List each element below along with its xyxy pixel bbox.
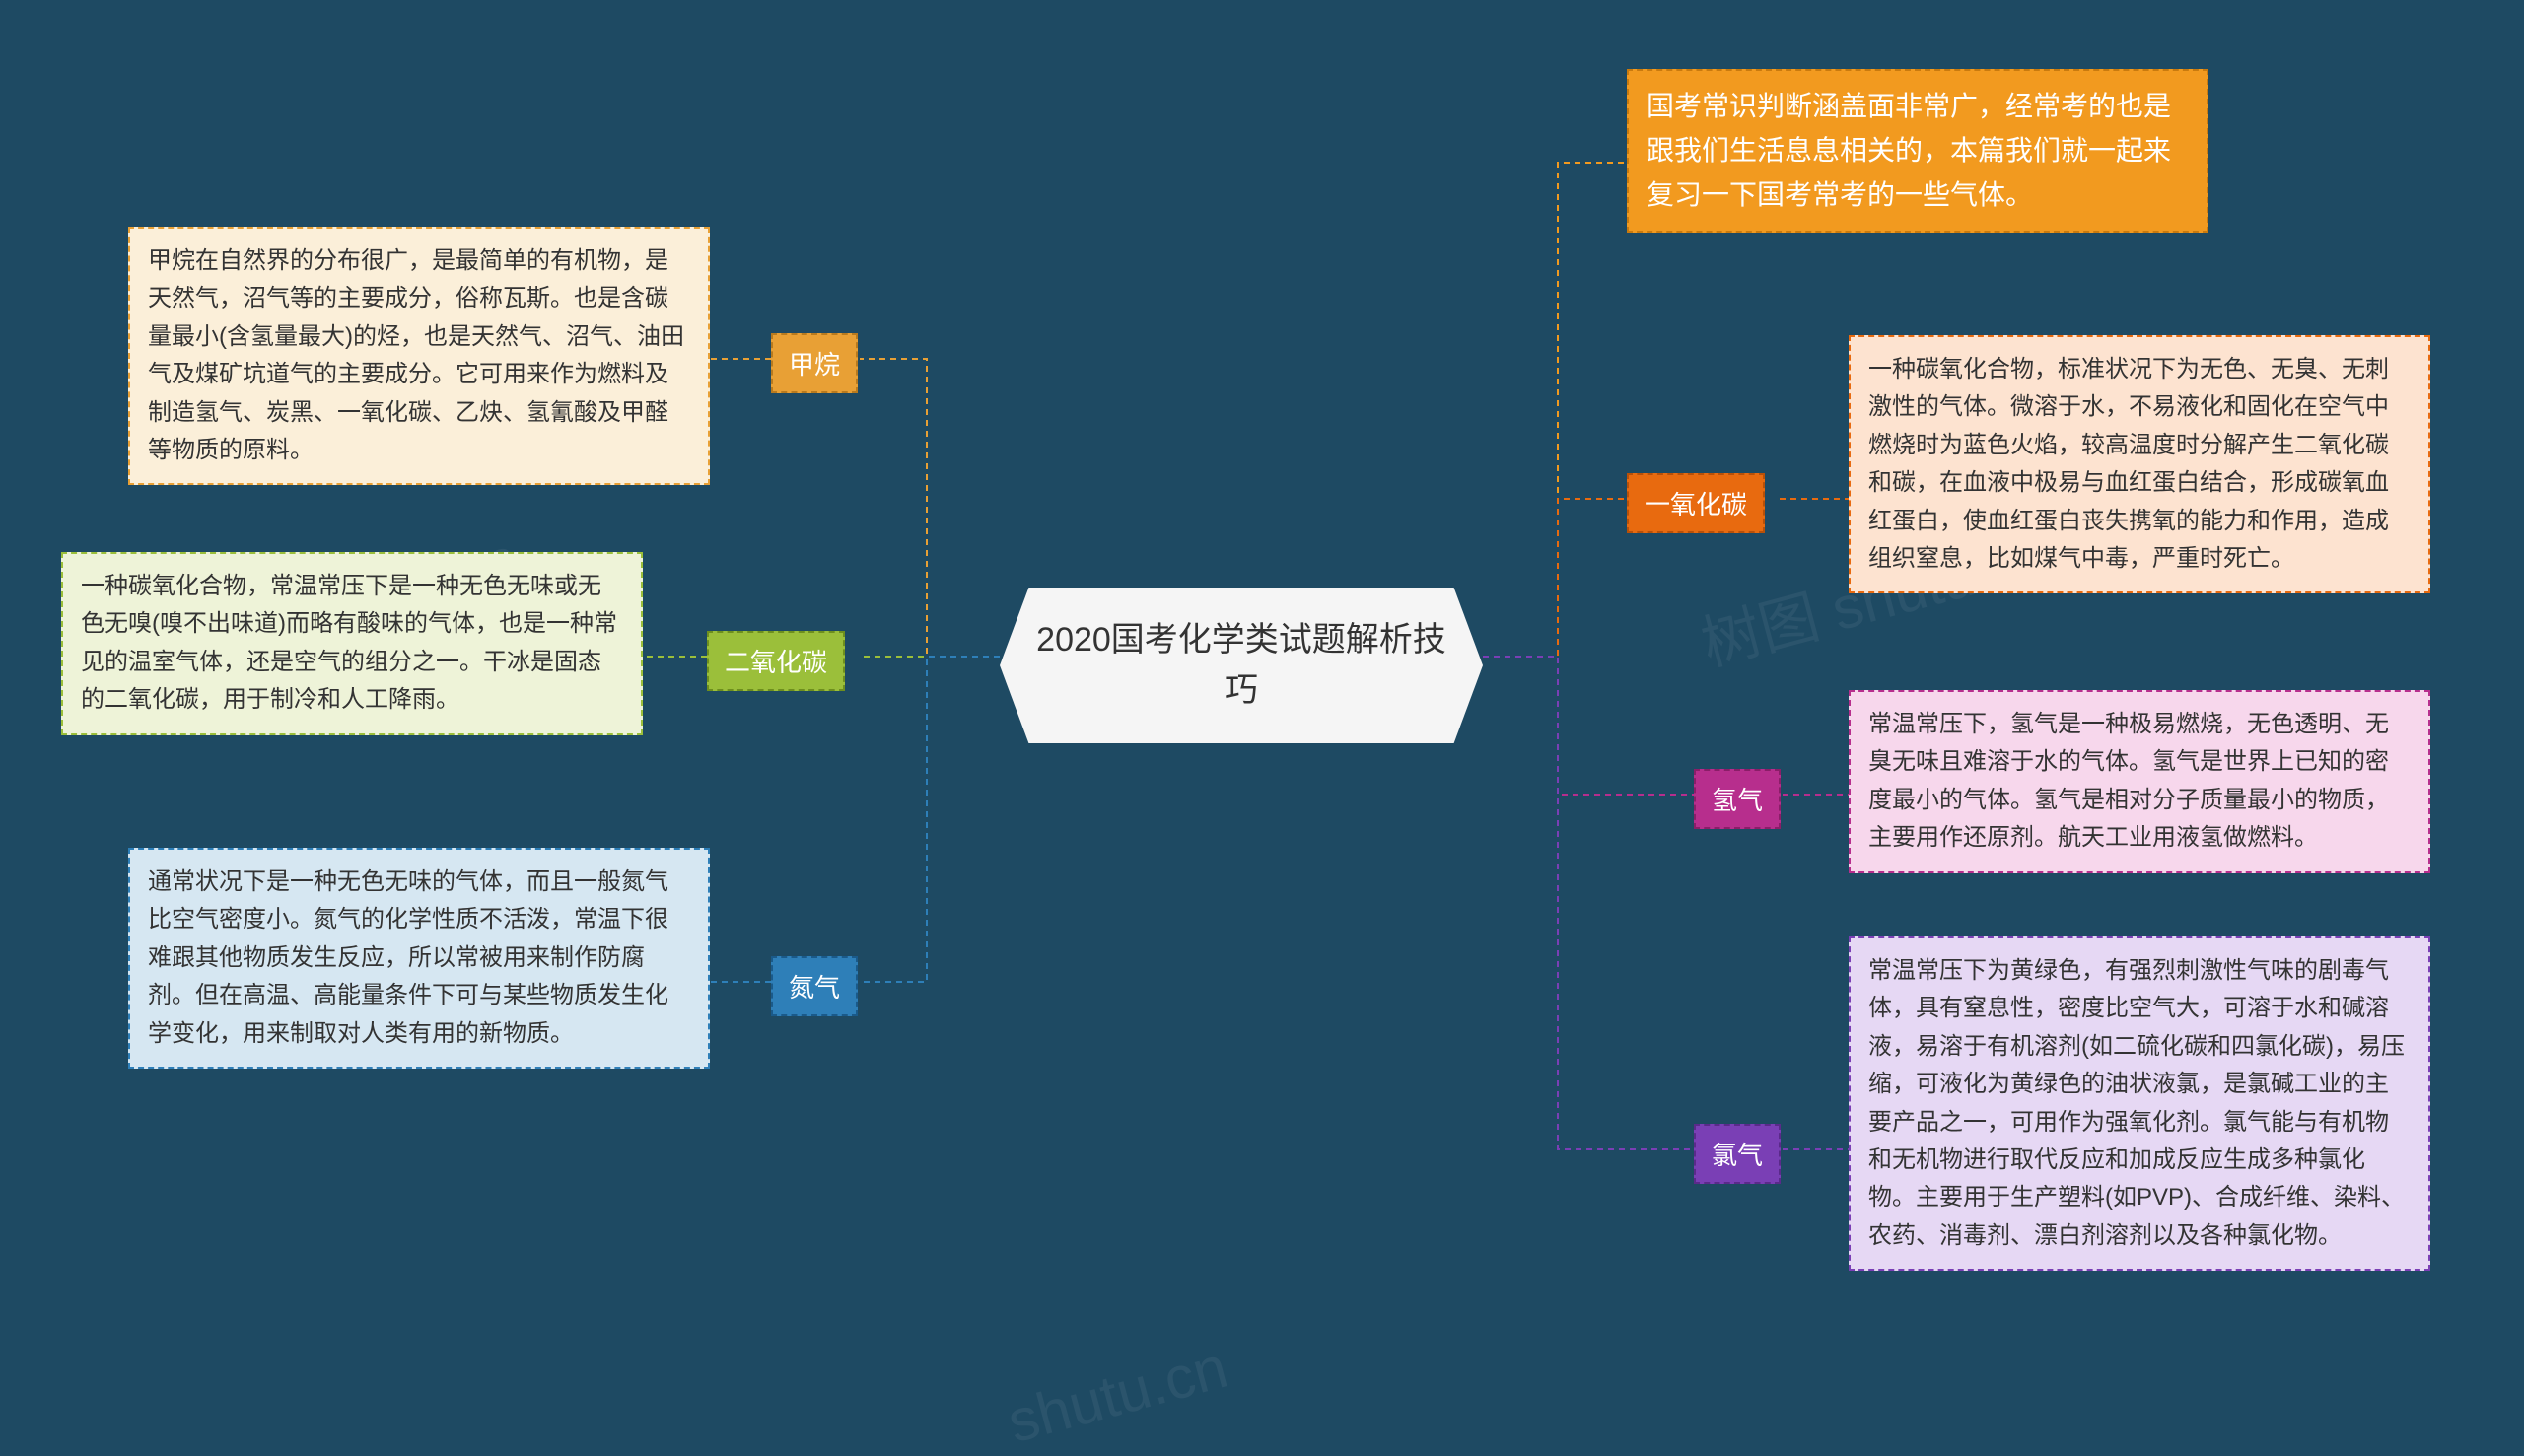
label-cl2[interactable]: 氯气 <box>1694 1124 1781 1184</box>
label-n2[interactable]: 氮气 <box>771 956 858 1016</box>
node-intro[interactable]: 国考常识判断涵盖面非常广，经常考的也是跟我们生活息息相关的，本篇我们就一起来复习… <box>1627 69 2208 233</box>
node-co-desc[interactable]: 一种碳氧化合物，标准状况下为无色、无臭、无刺激性的气体。微溶于水，不易液化和固化… <box>1849 335 2430 593</box>
node-co2-desc[interactable]: 一种碳氧化合物，常温常压下是一种无色无味或无色无嗅(嗅不出味道)而略有酸味的气体… <box>61 552 643 735</box>
center-node[interactable]: 2020国考化学类试题解析技巧 <box>1000 588 1483 743</box>
label-h2[interactable]: 氢气 <box>1694 769 1781 829</box>
label-co2[interactable]: 二氧化碳 <box>707 631 845 691</box>
node-h2-desc[interactable]: 常温常压下，氢气是一种极易燃烧，无色透明、无臭无味且难溶于水的气体。氢气是世界上… <box>1849 690 2430 873</box>
label-co[interactable]: 一氧化碳 <box>1627 473 1765 533</box>
node-n2-desc[interactable]: 通常状况下是一种无色无味的气体，而且一般氮气比空气密度小。氮气的化学性质不活泼，… <box>128 848 710 1069</box>
node-ch4-desc[interactable]: 甲烷在自然界的分布很广，是最简单的有机物，是天然气，沼气等的主要成分，俗称瓦斯。… <box>128 227 710 485</box>
label-ch4[interactable]: 甲烷 <box>771 333 858 393</box>
watermark: shutu.cn <box>1001 1333 1234 1456</box>
node-cl2-desc[interactable]: 常温常压下为黄绿色，有强烈刺激性气味的剧毒气体，具有窒息性，密度比空气大，可溶于… <box>1849 936 2430 1271</box>
